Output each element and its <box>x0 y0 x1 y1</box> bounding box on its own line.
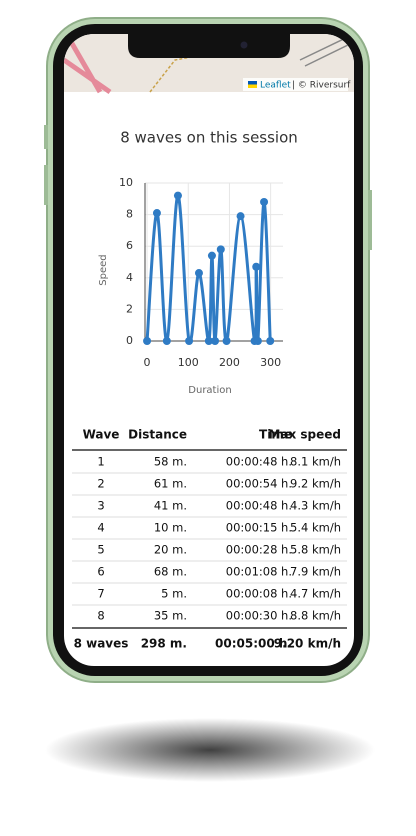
attribution: | © Riversurf <box>292 81 351 91</box>
x-tick-label: 200 <box>219 356 240 369</box>
table-cell: 00:00:54 h. <box>226 477 292 491</box>
table-header: Distance <box>128 428 187 442</box>
table-cell: 58 m. <box>154 455 187 469</box>
point <box>222 337 231 345</box>
camera <box>240 41 248 49</box>
table-cell: 8.8 km/h <box>290 609 341 623</box>
side-button <box>44 165 48 205</box>
point <box>260 197 269 206</box>
x-axis-label: Duration <box>188 385 231 396</box>
attribution-box <box>243 78 348 91</box>
table-cell: 00:01:08 h. <box>226 565 292 579</box>
table-cell: 10 m. <box>154 521 187 535</box>
table-footer: 9.20 km/h <box>274 637 341 651</box>
notch <box>128 34 290 58</box>
shadow <box>45 718 375 782</box>
table-cell: 8 <box>97 609 104 623</box>
chart-title: 8 waves on this session <box>120 129 298 147</box>
table-cell: 7.9 km/h <box>290 565 341 579</box>
point <box>173 191 182 200</box>
point <box>143 337 152 345</box>
table-cell: 4 <box>97 521 104 535</box>
point <box>152 209 161 218</box>
point <box>207 251 216 260</box>
y-tick-label: 2 <box>126 302 133 315</box>
y-axis-label: Speed <box>98 254 109 285</box>
table-footer: 00:05:00 h. <box>215 637 292 651</box>
table-cell: 20 m. <box>154 543 187 557</box>
side-button <box>44 125 48 149</box>
y-tick-label: 6 <box>126 239 133 252</box>
point <box>216 245 225 254</box>
table-cell: 2 <box>97 477 104 491</box>
table-cell: 68 m. <box>154 565 187 579</box>
table-cell: 8.1 km/h <box>290 455 341 469</box>
point <box>211 337 220 345</box>
attribution-link[interactable]: Leaflet <box>260 81 291 91</box>
x-tick-label: 100 <box>178 356 199 369</box>
table-footer: 298 m. <box>141 637 187 651</box>
table-header: Wave <box>83 428 120 442</box>
y-tick-label: 8 <box>126 208 133 221</box>
table-cell: 4.3 km/h <box>290 499 341 513</box>
table-cell: 1 <box>97 455 104 469</box>
table-cell: 4.7 km/h <box>290 587 341 601</box>
x-tick-label: 0 <box>144 356 151 369</box>
point <box>185 337 194 345</box>
table-cell: 5 m. <box>161 587 187 601</box>
screen: Leaflet | © Riversurf 8 waves on this se… <box>64 34 354 666</box>
table-cell: 00:00:28 h. <box>226 543 292 557</box>
point <box>236 212 245 221</box>
point <box>204 337 213 345</box>
map-road <box>64 38 112 95</box>
point <box>266 337 275 345</box>
table-footer: 8 waves <box>74 637 129 651</box>
table-cell: 00:00:30 h. <box>226 609 292 623</box>
table-cell: 00:00:48 h. <box>226 499 292 513</box>
table-cell: 5 <box>97 543 104 557</box>
table-cell: 5.4 km/h <box>290 521 341 535</box>
point <box>194 269 203 278</box>
flag <box>248 81 257 85</box>
point <box>252 262 261 271</box>
point <box>162 337 171 345</box>
x-tick-label: 300 <box>260 356 281 369</box>
table-header: Time <box>259 428 292 442</box>
y-tick-label: 4 <box>126 271 133 284</box>
table-cell: 9.2 km/h <box>290 477 341 491</box>
y-tick-label: 0 <box>126 334 133 347</box>
table-cell: 35 m. <box>154 609 187 623</box>
table-cell: 41 m. <box>154 499 187 513</box>
table-cell: 61 m. <box>154 477 187 491</box>
table-cell: 6 <box>97 565 104 579</box>
side-button <box>368 190 372 250</box>
table-cell: 00:00:15 h. <box>226 521 292 535</box>
point <box>253 337 262 345</box>
table-header: Max speed <box>268 428 341 442</box>
table-cell: 00:00:48 h. <box>226 455 292 469</box>
table-cell: 00:00:08 h. <box>226 587 292 601</box>
table-cell: 5.8 km/h <box>290 543 341 557</box>
table-cell: 7 <box>97 587 104 601</box>
y-tick-label: 10 <box>119 176 133 189</box>
table-cell: 3 <box>97 499 104 513</box>
